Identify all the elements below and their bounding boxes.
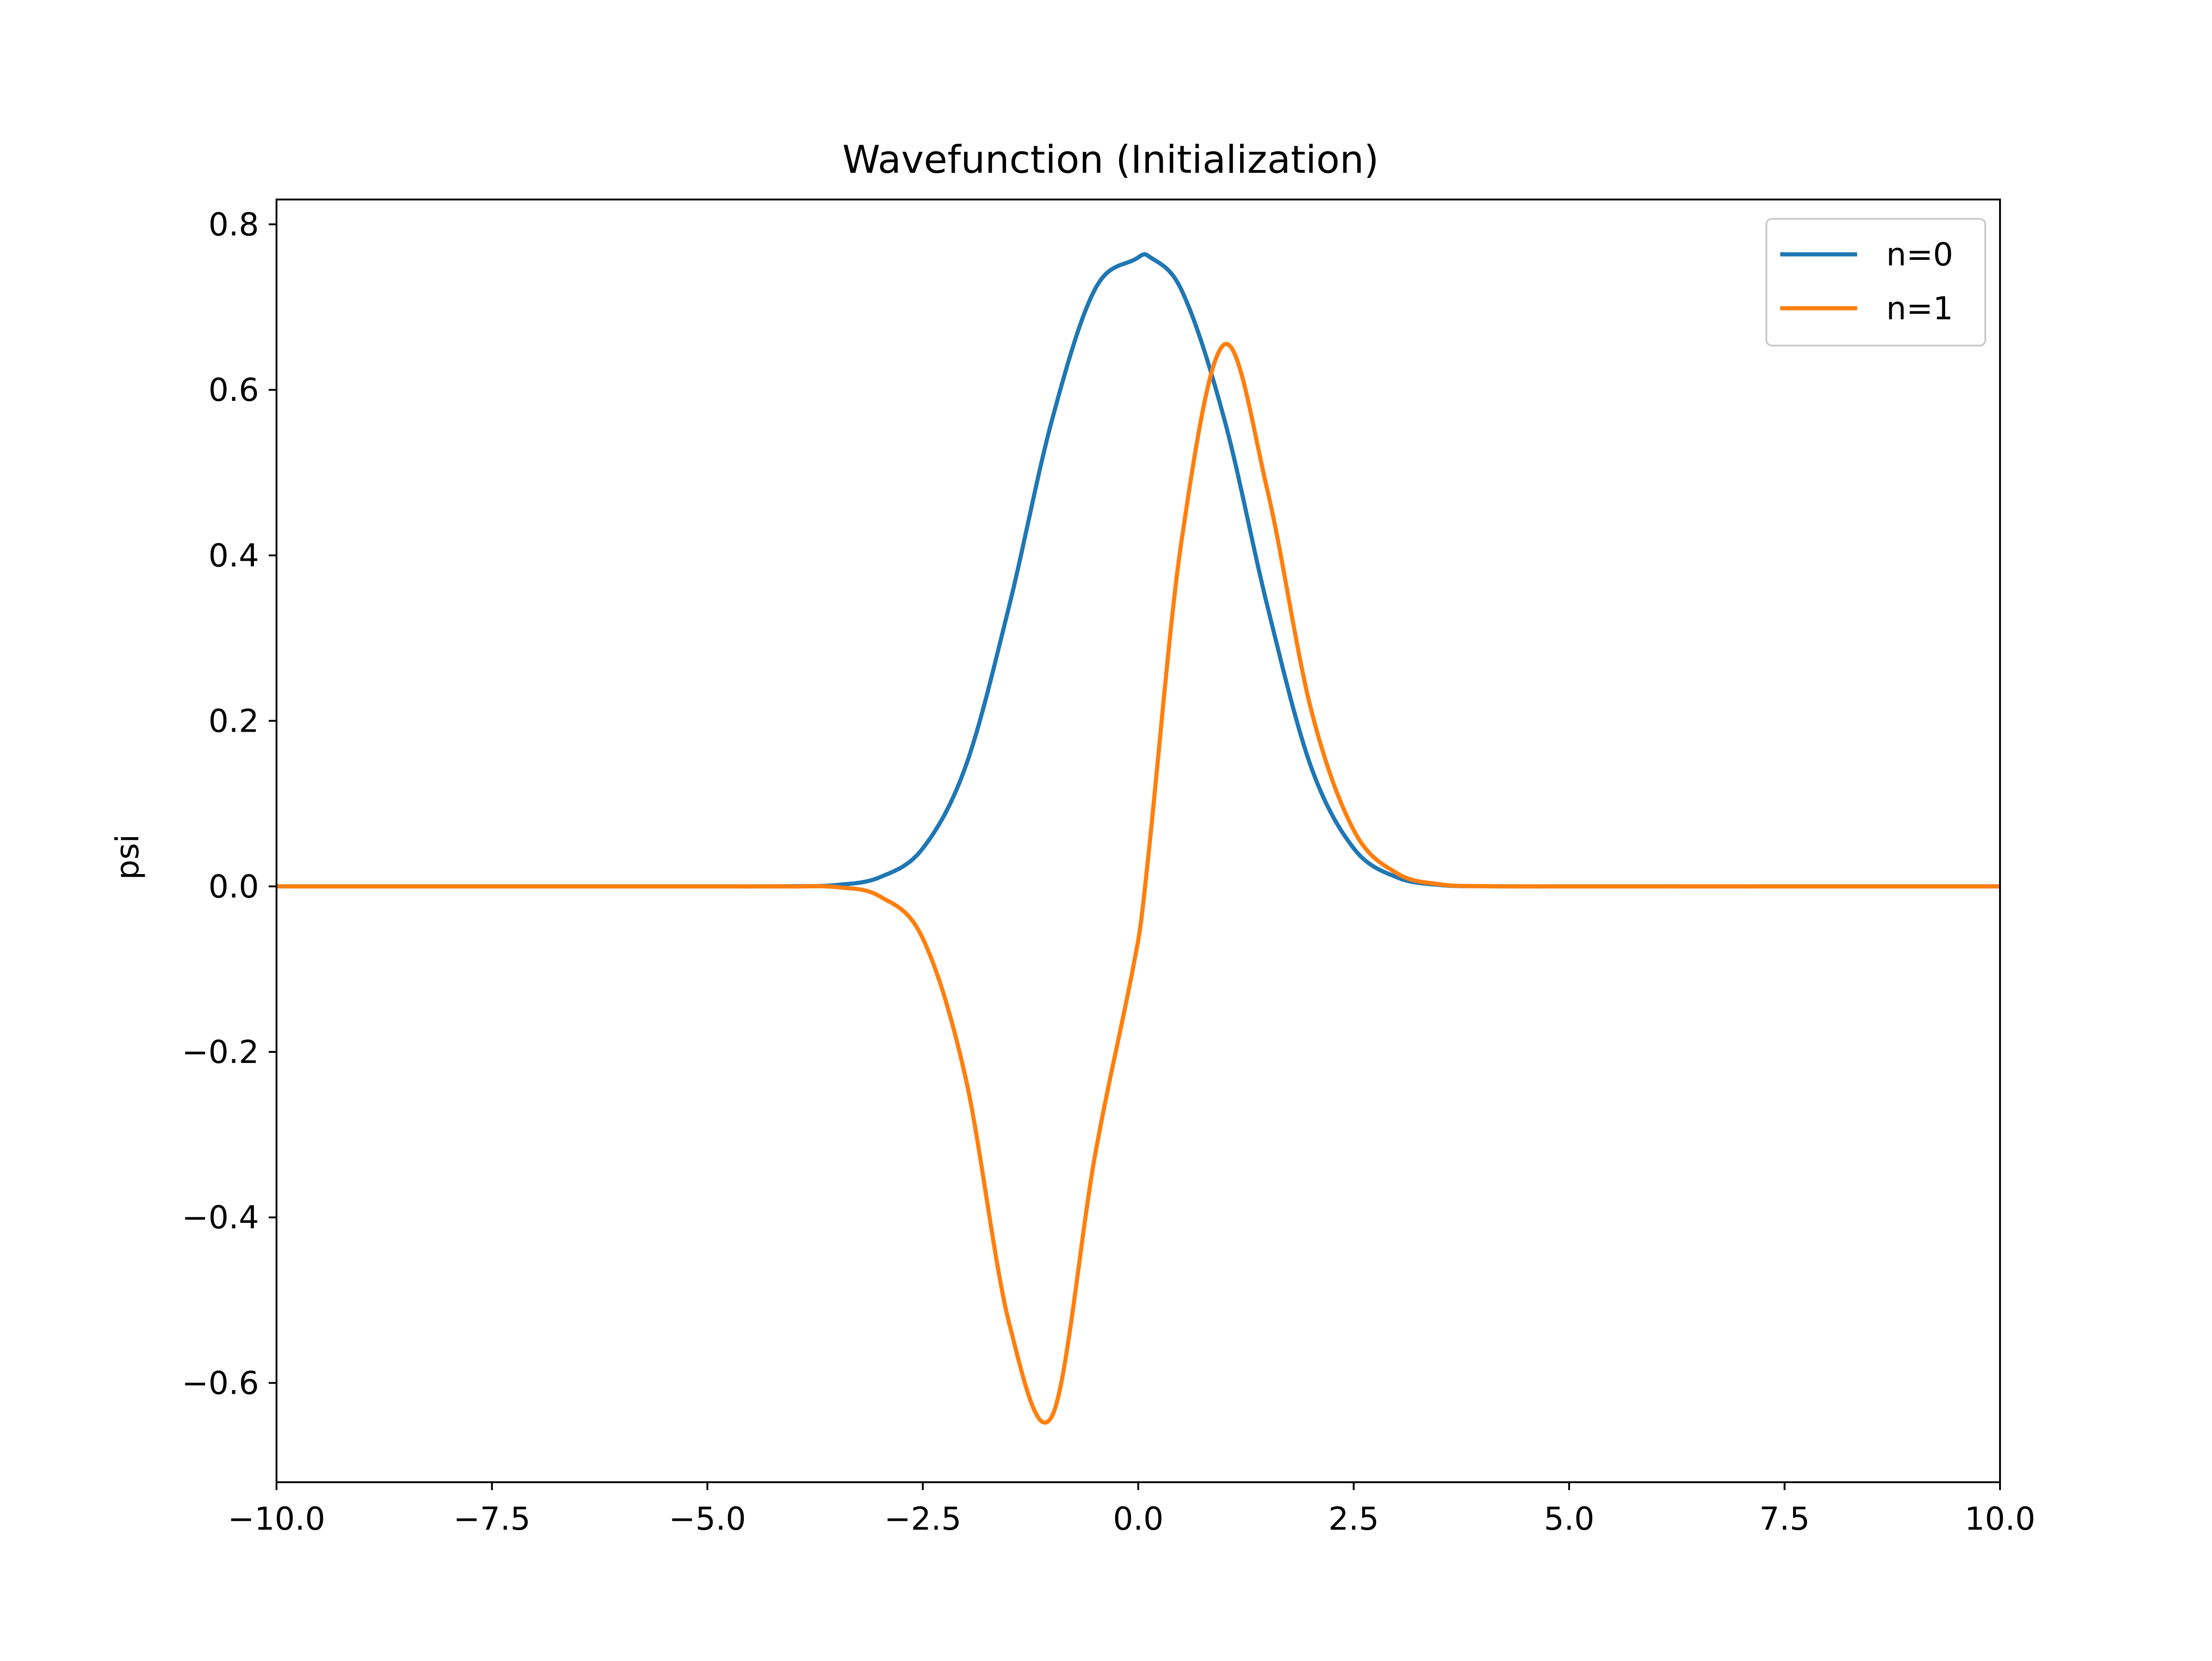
legend-box: [1765, 218, 1986, 346]
y-tick-label: 0.4: [208, 537, 259, 574]
x-tick-label: −7.5: [453, 1501, 531, 1538]
y-tick-label: 0.6: [208, 372, 259, 409]
chart-title: Wavefunction (Initialization): [842, 137, 1379, 182]
x-tick-label: −5.0: [669, 1501, 746, 1538]
y-tick-label: −0.4: [182, 1199, 259, 1236]
x-tick-label: 0.0: [1113, 1501, 1164, 1538]
y-tick-label: −0.2: [182, 1034, 259, 1071]
x-tick-label: 5.0: [1544, 1501, 1594, 1538]
y-tick-label: 0.0: [208, 869, 259, 905]
y-axis-label: psi: [109, 834, 146, 880]
legend-label: n=0: [1886, 236, 1953, 273]
y-tick-label: 0.2: [208, 703, 259, 740]
x-tick-label: −2.5: [884, 1501, 962, 1538]
x-tick-label: −10.0: [228, 1501, 325, 1538]
y-tick-label: −0.6: [182, 1365, 259, 1402]
axes: −10.0 −7.5 −5.0 −2.5 0.0 2.5 5.0 7.5 10.0 0.8 0.6 0…: [182, 199, 2036, 1538]
series-line-n1: [276, 341, 2000, 1425]
legend-label: n=1: [1886, 290, 1953, 327]
x-tick-label: 2.5: [1329, 1501, 1379, 1538]
x-tick-label: 10.0: [1965, 1501, 2036, 1538]
x-tick-label: 7.5: [1759, 1501, 1810, 1538]
y-tick-label: 0.8: [208, 206, 259, 243]
plot-area: [276, 252, 2000, 1425]
legend: n=0n=1: [1765, 218, 1986, 346]
